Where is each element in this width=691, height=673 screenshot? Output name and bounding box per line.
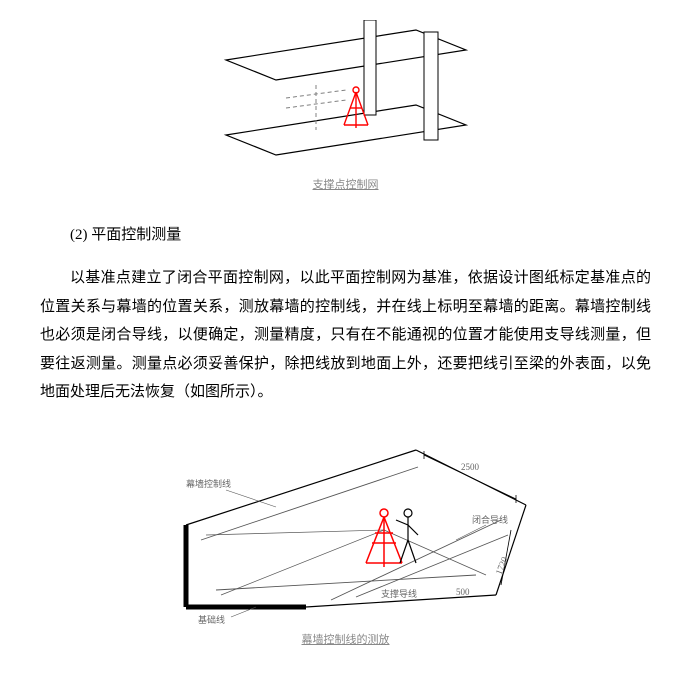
label-right: 闭合导线 xyxy=(472,514,508,525)
figure-2-svg: 2500 1720 500 幕墙控制线 闭合导线 基础线 支撑导线 xyxy=(156,435,536,625)
figure-1: 支撑点控制网 xyxy=(40,20,651,199)
dim-small: 500 xyxy=(456,587,470,597)
dim-2500: 2500 xyxy=(461,462,480,472)
figure-2-caption: 幕墙控制线的测放 xyxy=(302,630,390,651)
body-paragraph: 以基准点建立了闭合平面控制网，以此平面控制网为基准，依据设计图纸标定基准点的位置… xyxy=(40,264,651,407)
figure-1-caption: 支撑点控制网 xyxy=(313,175,379,196)
label-bottom: 基础线 xyxy=(198,614,225,625)
figure-1-svg xyxy=(216,20,476,170)
label-mid: 支撑导线 xyxy=(381,588,417,599)
figure-2: 2500 1720 500 幕墙控制线 闭合导线 基础线 支撑导线 幕墙控制线的… xyxy=(40,435,651,654)
section-heading: (2) 平面控制测量 xyxy=(40,221,651,250)
label-left: 幕墙控制线 xyxy=(186,478,231,489)
dim-1720: 1720 xyxy=(493,555,509,576)
